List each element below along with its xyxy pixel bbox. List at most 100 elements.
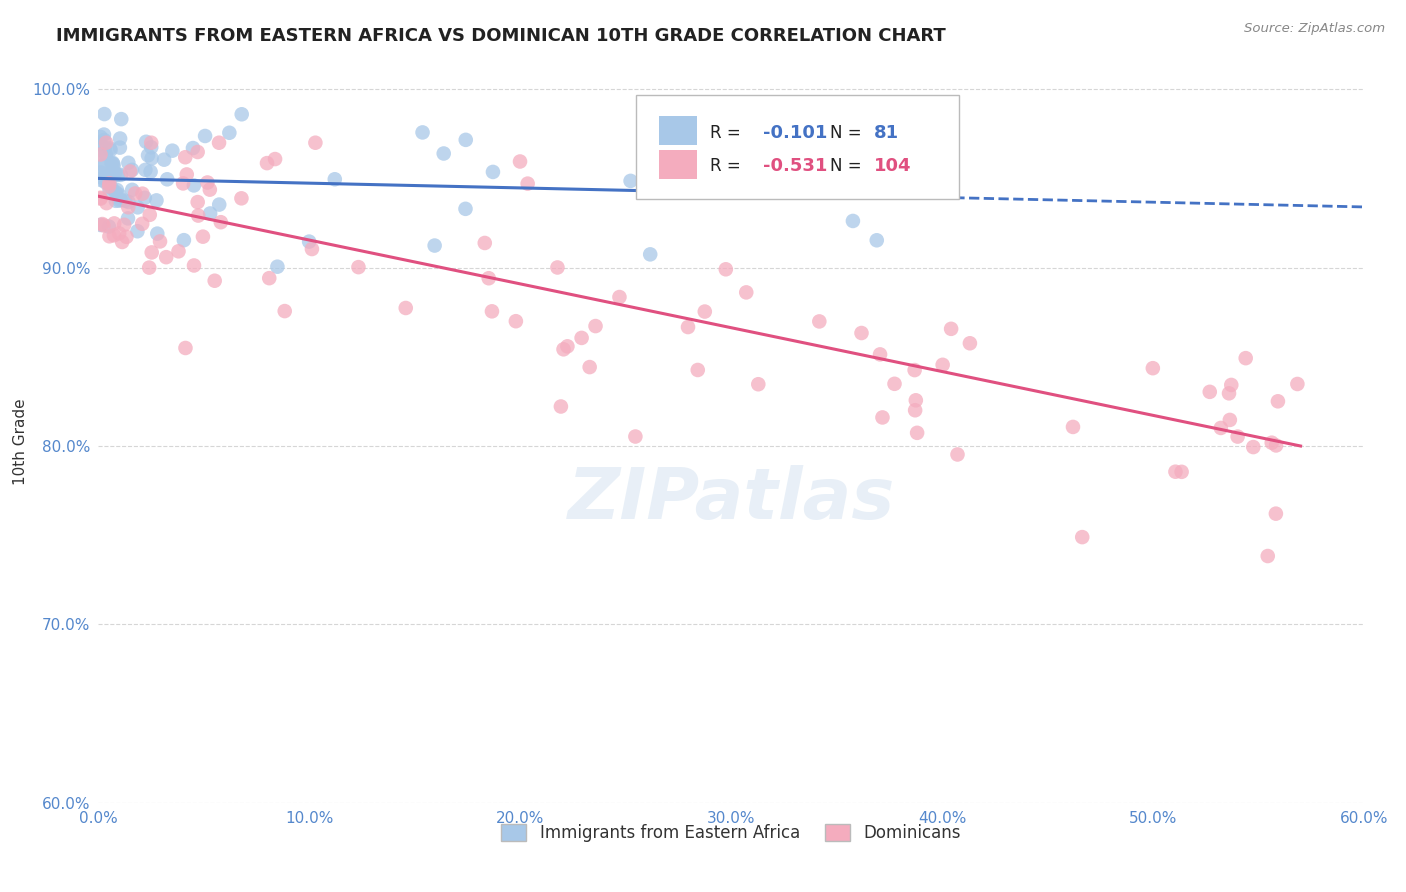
Point — [323, 172, 346, 186]
Point — [117, 200, 139, 214]
Point — [557, 339, 579, 353]
Text: ZIPatlas: ZIPatlas — [568, 465, 894, 533]
Bar — [659, 151, 697, 179]
Point — [127, 224, 149, 238]
Point — [90, 191, 112, 205]
Point — [904, 403, 927, 417]
Point — [103, 157, 125, 171]
Point — [103, 228, 125, 243]
Point — [103, 160, 125, 174]
Point — [274, 304, 297, 318]
Point — [93, 133, 115, 147]
Point — [1264, 507, 1286, 521]
Point — [131, 186, 153, 201]
Point — [98, 179, 121, 194]
Point — [1198, 384, 1220, 399]
Point — [676, 320, 699, 334]
Point — [108, 227, 131, 241]
Point — [117, 211, 139, 226]
Point — [869, 347, 891, 361]
Point — [90, 173, 112, 187]
Text: IMMIGRANTS FROM EASTERN AFRICA VS DOMINICAN 10TH GRADE CORRELATION CHART: IMMIGRANTS FROM EASTERN AFRICA VS DOMINI… — [56, 27, 946, 45]
Point — [146, 227, 169, 241]
Point — [121, 162, 143, 177]
Point — [1164, 465, 1187, 479]
Point — [108, 140, 131, 154]
Point — [90, 192, 112, 206]
Point — [638, 247, 661, 261]
Point — [1071, 530, 1094, 544]
Point — [136, 148, 159, 162]
Point — [105, 183, 128, 197]
Point — [173, 233, 195, 247]
Point — [117, 156, 139, 170]
Point — [1209, 421, 1232, 435]
Point — [550, 400, 572, 414]
Point — [149, 235, 172, 249]
Point — [194, 128, 217, 143]
Point — [174, 150, 197, 164]
Text: N =: N = — [830, 124, 862, 142]
Point — [1142, 361, 1164, 376]
Point — [93, 128, 115, 142]
Point — [191, 229, 214, 244]
Text: N =: N = — [830, 157, 862, 175]
Point — [141, 245, 163, 260]
Point — [946, 448, 969, 462]
Point — [181, 141, 204, 155]
Point — [304, 136, 326, 150]
Point — [546, 260, 568, 275]
Point — [138, 260, 160, 275]
Point — [1234, 351, 1257, 366]
Point — [905, 425, 928, 440]
Point — [90, 136, 112, 151]
Point — [121, 183, 143, 197]
Point — [347, 260, 370, 274]
Point — [619, 174, 641, 188]
Point — [90, 218, 112, 232]
Text: 104: 104 — [875, 157, 911, 175]
Point — [1218, 386, 1240, 401]
Point — [174, 341, 197, 355]
Point — [714, 262, 737, 277]
Point — [134, 191, 156, 205]
Point — [90, 130, 112, 145]
Point — [1257, 549, 1279, 563]
Point — [155, 250, 177, 264]
Point — [553, 343, 575, 357]
Point — [98, 177, 121, 191]
Point — [929, 185, 952, 199]
Point — [747, 377, 769, 392]
Point — [454, 202, 477, 216]
Point — [110, 112, 132, 127]
Point — [1062, 420, 1084, 434]
Point — [134, 162, 156, 177]
Point — [208, 136, 231, 150]
Point — [231, 191, 253, 205]
Point — [412, 125, 434, 139]
Point — [101, 169, 124, 184]
Point — [141, 152, 163, 166]
Point — [585, 319, 607, 334]
Point — [931, 358, 953, 372]
Point — [183, 259, 205, 273]
Point — [609, 290, 631, 304]
Point — [1220, 378, 1243, 392]
Point — [423, 238, 446, 252]
Point — [110, 168, 132, 182]
Point — [1265, 438, 1288, 452]
FancyBboxPatch shape — [636, 95, 959, 200]
Point — [145, 194, 167, 208]
Point — [209, 215, 232, 229]
Point — [108, 131, 131, 145]
Point — [162, 144, 184, 158]
Point — [1219, 413, 1241, 427]
Point — [187, 209, 209, 223]
Point — [1170, 465, 1192, 479]
Point — [103, 216, 125, 230]
Point — [120, 164, 142, 178]
Point — [883, 376, 905, 391]
Point — [117, 194, 139, 209]
Point — [104, 185, 127, 199]
Point — [100, 143, 122, 157]
